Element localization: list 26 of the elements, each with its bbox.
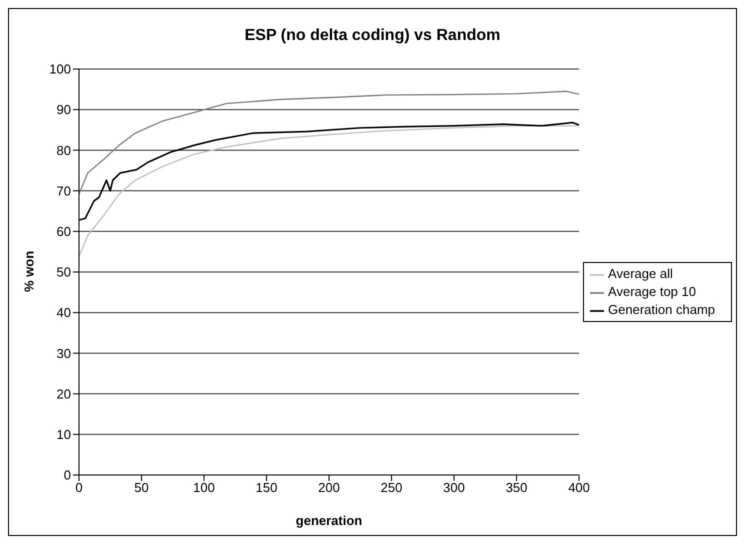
chart-title: ESP (no delta coding) vs Random — [244, 26, 502, 46]
x-tick-label: 350 — [506, 480, 528, 496]
y-tick-label: 0 — [64, 468, 71, 483]
y-tick-label: 40 — [56, 305, 71, 320]
y-tick-label: 30 — [56, 346, 71, 361]
y-tick-label: 90 — [56, 102, 71, 118]
x-tick-label: 200 — [318, 480, 340, 496]
x-tick-label: 400 — [568, 480, 590, 496]
x-tick-label: 50 — [134, 480, 149, 496]
legend-label: Average all — [608, 266, 673, 281]
x-tick-label: 250 — [380, 480, 402, 496]
y-tick-label: 50 — [56, 264, 71, 280]
x-tick-label: 150 — [256, 480, 278, 496]
legend-label: Generation champ — [608, 302, 715, 317]
y-tick-label: 100 — [49, 62, 71, 77]
x-tick-label: 0 — [75, 480, 83, 496]
x-axis-title: generation — [296, 513, 362, 528]
legend-label: Average top 10 — [608, 284, 696, 299]
y-tick-label: 10 — [56, 427, 71, 442]
y-tick-label: 20 — [56, 386, 71, 402]
y-tick-label: 70 — [56, 183, 71, 198]
y-axis-title: % won — [22, 250, 37, 292]
y-tick-label: 60 — [56, 224, 71, 240]
y-tick-label: 80 — [56, 142, 71, 158]
x-tick-label: 100 — [193, 480, 215, 496]
x-tick-label: 300 — [443, 480, 465, 496]
